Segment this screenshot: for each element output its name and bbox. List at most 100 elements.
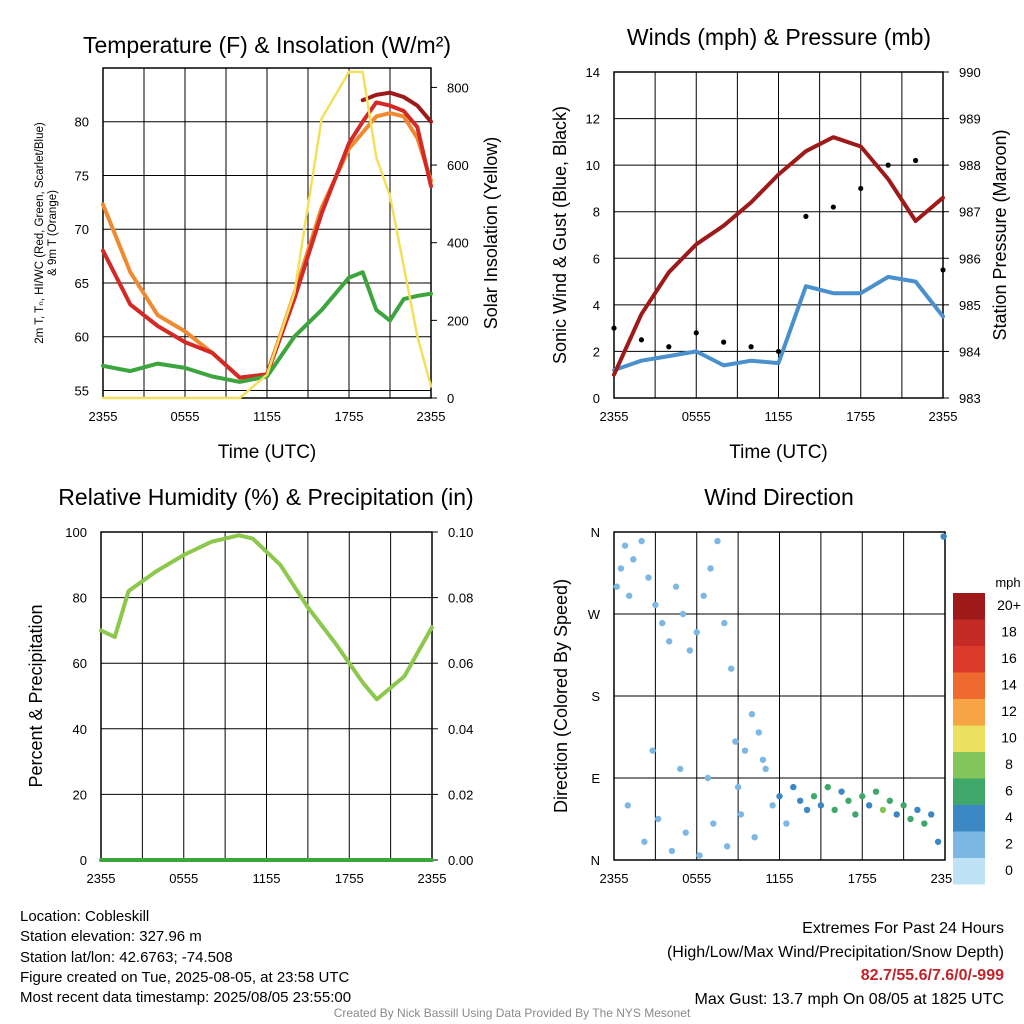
direction-point [668,847,676,855]
location-text: Location: Cobleskill [20,908,150,925]
x-tick-label: 1755 [335,409,364,424]
series-line-1 [612,274,945,373]
x-tick-label: 2355 [417,409,446,424]
direction-point [704,774,711,782]
y2-tick-label: 800 [447,80,469,95]
x-tick-label: 2355 [418,871,447,886]
direction-point [803,806,811,814]
chart-title: Winds (mph) & Pressure (mb) [627,24,931,50]
direction-point [934,838,942,845]
y-tick-label: 65 [75,276,89,291]
direction-point [682,829,689,836]
direction-point [741,747,749,754]
direction-point [617,565,625,572]
y-tick-label: 0 [80,853,87,868]
legend-swatch [953,831,985,858]
legend-label: 4 [1005,809,1013,825]
y2-tick-label: 984 [959,344,981,359]
gust-point [693,330,699,336]
x-tick-label: 2355 [87,871,116,886]
extremes-title: Extremes For Past 24 Hours [802,920,1004,937]
max-gust-text: Max Gust: 13.7 mph On 08/05 at 1825 UTC [694,990,1005,1008]
y-tick-label: 100 [65,525,87,540]
series-line-3 [360,90,433,124]
legend-swatch [953,619,985,646]
series-line-4 [101,270,433,384]
gust-point [940,267,946,273]
chart-title: Temperature (F) & Insolation (W/m²) [83,32,451,58]
direction-point [659,619,666,627]
legend-label: 14 [1001,677,1017,693]
legend-swatch [953,725,985,752]
series-line-5 [101,70,433,400]
gust-point [748,344,754,350]
y-tick-label: 70 [75,222,89,237]
direction-point [686,647,694,654]
extremes-description: (High/Low/Max Wind/Precipitation/Snow De… [666,943,1004,961]
y2-tick-label: 0.00 [448,853,473,868]
direction-point [886,797,894,804]
direction-point [641,838,648,845]
y-axis-label: Percent & Precipitation [26,604,46,787]
direction-point [845,797,852,804]
x-tick-label: 0555 [682,409,711,424]
gust-point [858,185,864,192]
legend-label: 6 [1005,783,1013,799]
legend-swatch [953,805,985,832]
latlon-text: Station lat/lon: 42.6763; -74.508 [20,948,233,966]
direction-point [649,747,656,754]
direction-point [734,783,742,791]
y2-tick-label: 0.04 [448,722,473,737]
direction-point [810,793,818,800]
y2-tick-label: 990 [959,65,981,80]
gust-point [775,348,782,355]
direction-point [893,811,900,818]
direction-point [921,820,928,827]
direction-point [940,533,947,540]
recent-text: Most recent data timestamp: 2025/08/05 2… [20,989,352,1007]
direction-point [723,843,731,850]
y-tick-label: S [591,689,600,704]
gust-point [611,325,617,331]
legend-swatch [953,858,985,885]
legend-swatch [953,646,985,673]
direction-point [879,806,887,814]
direction-point [831,806,838,814]
direction-point [652,601,659,609]
direction-point [645,574,652,581]
y-tick-label: 40 [73,722,87,737]
series-line-2 [101,100,433,380]
y2-tick-label: 400 [447,236,469,251]
legend-label: 0 [1005,862,1013,878]
gust-point [721,339,727,345]
direction-point [852,811,859,818]
direction-point [714,537,721,545]
y-tick-label: 2 [593,344,600,359]
direction-point [679,610,687,618]
direction-point [872,788,880,795]
y2-tick-label: 0 [447,391,454,406]
direction-point [630,556,637,563]
x-tick-label: 2355 [929,409,958,424]
x-tick-label: 0555 [171,409,200,424]
station-info: Location: Cobleskill Station elevation: … [20,907,351,1008]
y2-tick-label: 988 [959,158,981,173]
chart-panel-4: 2355 0555 1155 1755 2355 Wind Direction N E S W N D… [551,484,1021,886]
gust-point [638,337,645,343]
chart-panel-2: 2355 0555 1155 1755 2355 Winds (mph) & Pressu… [550,24,1010,463]
direction-point [928,811,935,818]
x-tick-label: 2355 [600,409,629,424]
elevation-text: Station elevation: 327.96 m [20,928,202,946]
legend-label: 10 [1001,730,1017,746]
y2-tick-label: 0.08 [448,591,473,606]
x-tick-label: 1755 [848,871,877,886]
legend-label: 2 [1005,836,1013,852]
direction-point [859,793,866,800]
y-tick-label: E [591,771,600,786]
direction-point [624,802,631,809]
direction-point [625,592,633,599]
y-axis-label: Sonic Wind & Gust (Blue, Black) [550,106,570,364]
direction-point [769,802,776,809]
x-tick-label: 1155 [766,871,794,886]
direction-point [776,793,783,800]
